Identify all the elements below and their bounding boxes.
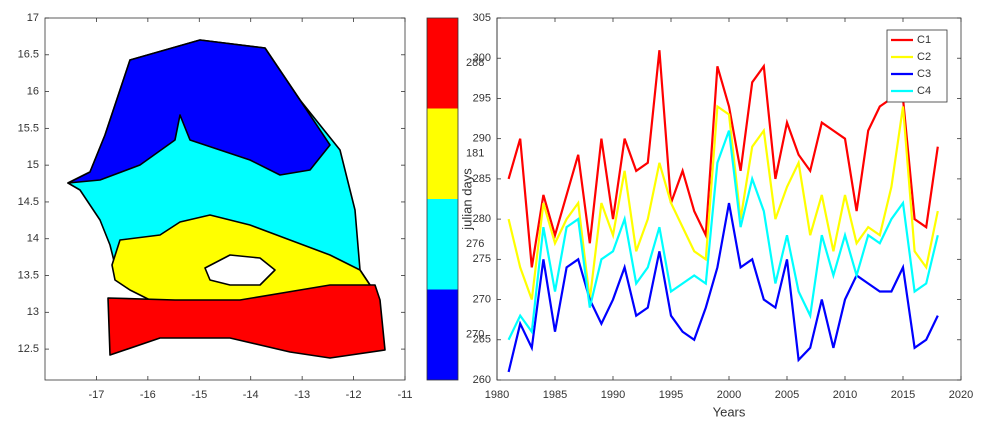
y-tick-label: 15.5 — [18, 122, 39, 134]
region-270 — [67, 39, 331, 184]
x-tick-label: -12 — [346, 389, 362, 401]
series-line — [507, 130, 939, 341]
y-tick-label: 15 — [27, 159, 39, 171]
x-tick-label: -15 — [191, 389, 207, 401]
legend-label: C1 — [917, 34, 931, 46]
x-tick-label: 2020 — [949, 389, 973, 401]
x-tick-label: 1990 — [601, 389, 625, 401]
colorbar-block — [427, 108, 458, 199]
colorbar-label: 270 — [466, 329, 484, 341]
colorbar-block — [427, 18, 458, 109]
y-axis-label: julian days — [459, 168, 474, 231]
series-line — [507, 104, 939, 300]
map-frame — [44, 17, 406, 381]
y-tick-label: 16 — [27, 85, 39, 97]
y-tick-label: 16.5 — [18, 49, 39, 61]
x-tick-label: 2015 — [891, 389, 915, 401]
legend-label: C4 — [917, 85, 931, 97]
y-tick-label: 295 — [473, 92, 491, 104]
y-tick-label: 14 — [27, 233, 39, 245]
x-tick-label: -16 — [140, 389, 156, 401]
colorbar-block — [427, 199, 458, 290]
region-288 — [107, 284, 386, 359]
colorbar-label: 276 — [466, 238, 484, 250]
y-tick-label: 265 — [473, 334, 491, 346]
y-tick-label: 305 — [473, 12, 491, 24]
x-tick-label: 2010 — [833, 389, 857, 401]
y-tick-label: 17 — [27, 12, 39, 24]
y-tick-label: 260 — [473, 374, 491, 386]
colorbar-label: 181 — [466, 148, 484, 160]
y-tick-label: 13 — [27, 306, 39, 318]
y-tick-label: 290 — [473, 133, 491, 145]
plot-area — [497, 18, 961, 380]
series-line — [507, 50, 939, 268]
colorbar-block — [427, 289, 458, 380]
y-tick-label: 13.5 — [18, 269, 39, 281]
y-tick-label: 275 — [473, 253, 491, 265]
gambia-gap — [204, 254, 276, 286]
x-axis-label: Years — [713, 404, 746, 419]
colorbar-label: 288 — [466, 57, 484, 69]
series-line — [507, 202, 939, 373]
legend-label: C3 — [917, 68, 931, 80]
x-tick-label: -11 — [397, 389, 412, 401]
x-tick-label: 1995 — [659, 389, 683, 401]
legend-label: C2 — [917, 51, 931, 63]
x-tick-label: -17 — [88, 389, 104, 401]
x-tick-label: 1985 — [543, 389, 567, 401]
y-tick-label: 270 — [473, 293, 491, 305]
y-tick-label: 285 — [473, 173, 491, 185]
y-tick-label: 300 — [473, 52, 491, 64]
x-tick-label: -13 — [294, 389, 310, 401]
x-tick-label: 1980 — [485, 389, 509, 401]
x-tick-label: 2000 — [717, 389, 741, 401]
colorbar-frame — [426, 17, 459, 381]
y-tick-label: 12.5 — [18, 343, 39, 355]
x-tick-label: -14 — [243, 389, 259, 401]
y-tick-label: 280 — [473, 213, 491, 225]
map-regions — [67, 39, 386, 359]
x-tick-label: 2005 — [775, 389, 799, 401]
plot-frame — [496, 17, 962, 381]
y-tick-label: 14.5 — [18, 196, 39, 208]
